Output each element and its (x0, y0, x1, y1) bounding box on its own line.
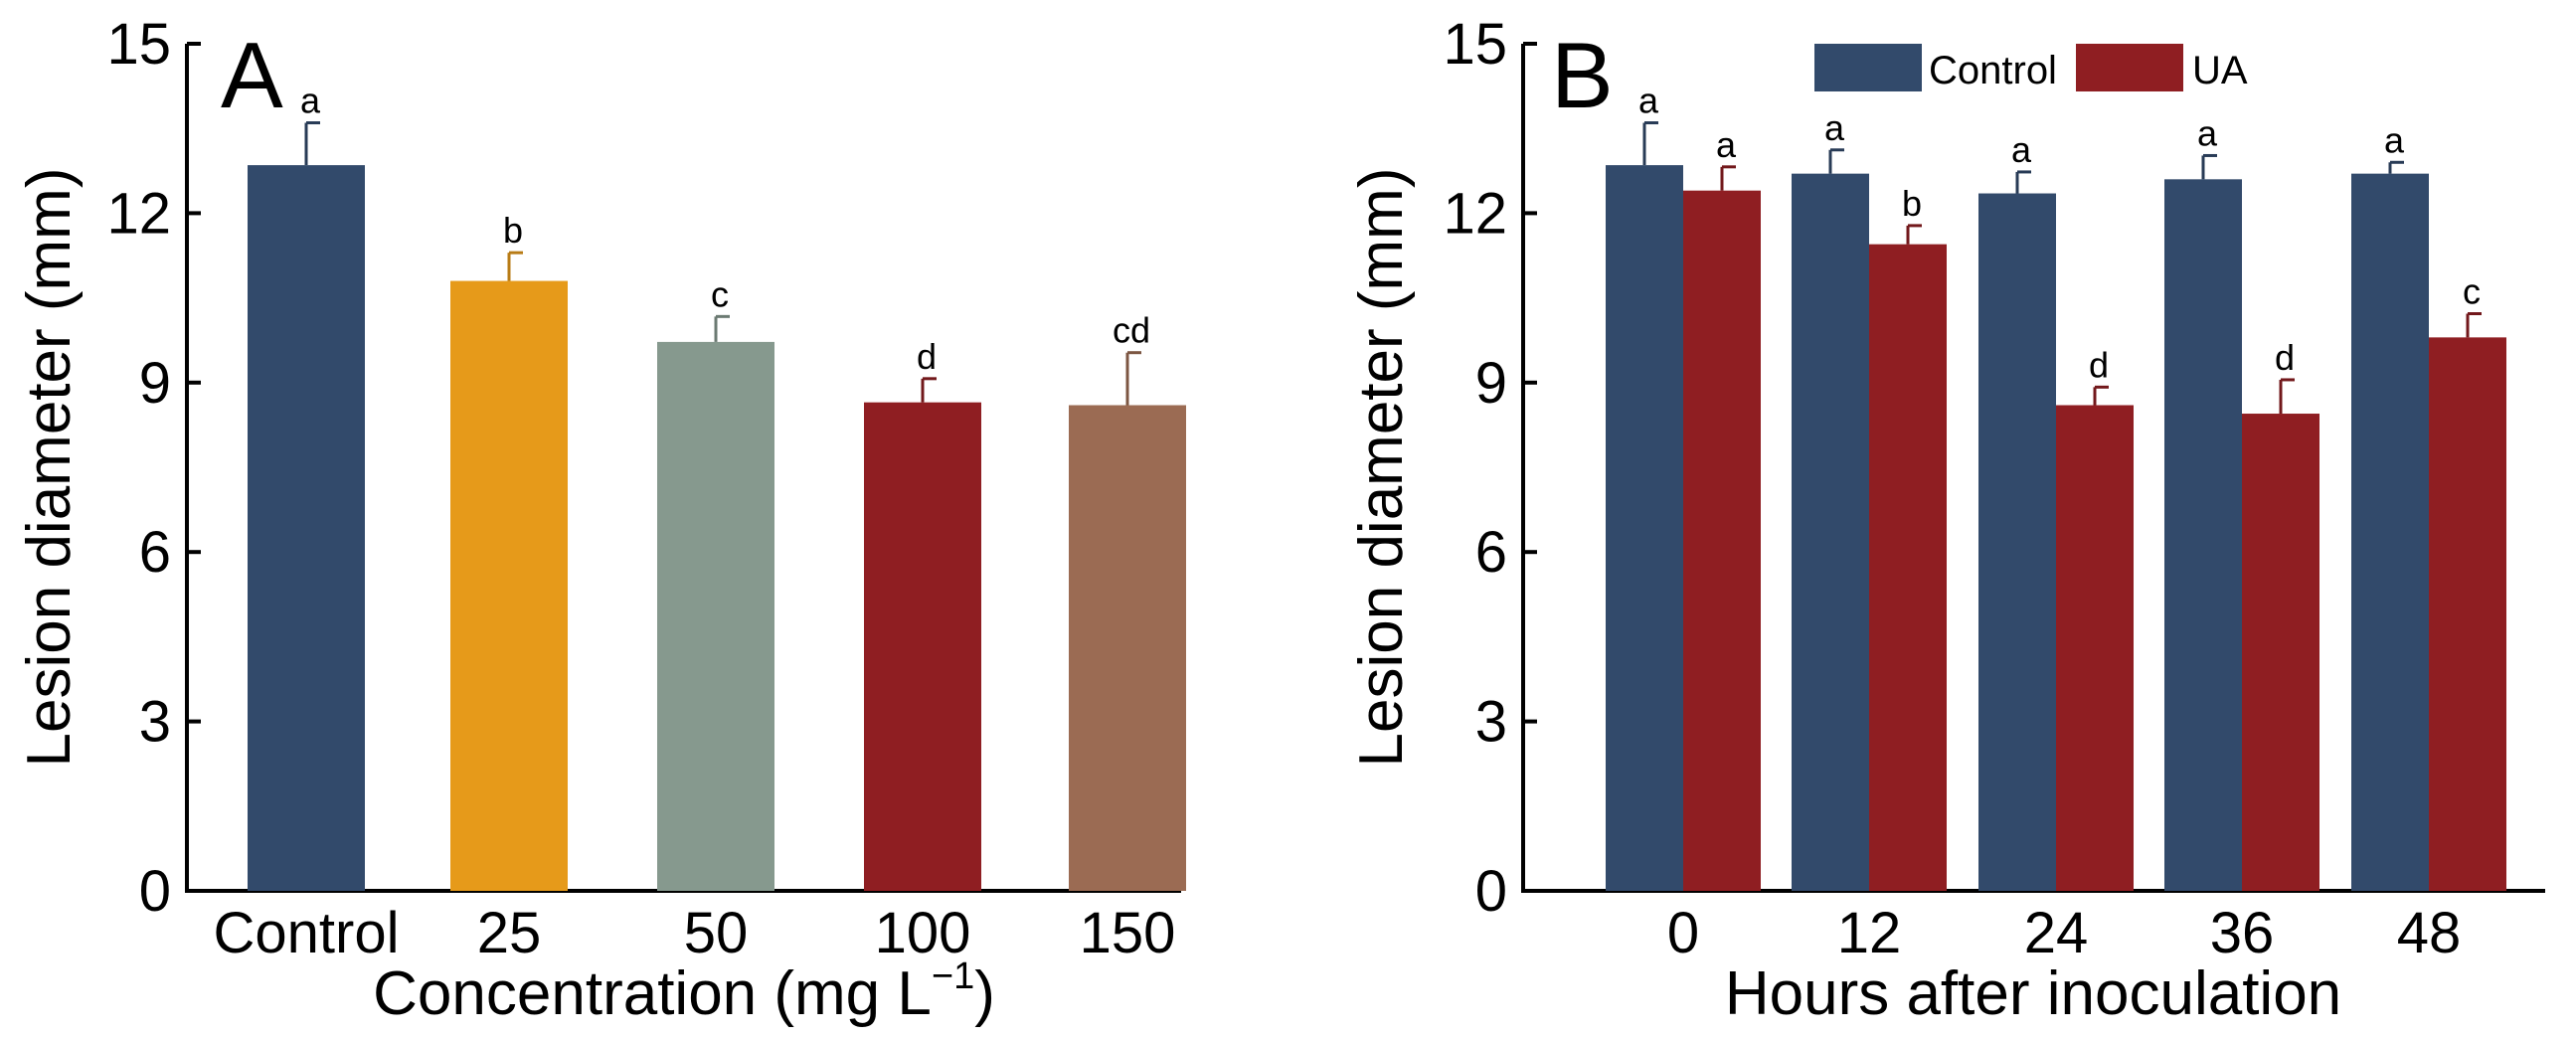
panel-b-bar-control-1 (1792, 173, 1869, 891)
panel-a-ytick-label-0: 0 (139, 859, 171, 924)
panel-a: A 0 3 6 9 12 15 a Control b 25 c 50 d 100 cd 150 Lesio… (15, 12, 1186, 1028)
panel-b-bar-control-4-significance: a (2384, 119, 2405, 160)
panel-b-yticks: 0 3 6 9 12 15 (1443, 12, 1537, 924)
panel-b-ytick-label-3: 9 (1475, 351, 1507, 416)
panel-a-xlabel: Concentration (mg L−1) (373, 955, 995, 1028)
panel-b-bar-control-1-significance: a (1824, 107, 1845, 148)
panel-a-xlabel-tail: ) (974, 959, 995, 1028)
panel-b-ylabel: Lesion diameter (mm) (1347, 168, 1416, 768)
panel-a-xtick-label-1: 25 (477, 901, 542, 965)
panel-a-bar-0 (248, 165, 365, 891)
panel-b-bar-control-2-significance: a (2011, 129, 2032, 170)
legend-label-control: Control (1929, 49, 2057, 92)
panel-a-bar-1 (450, 280, 568, 891)
panel-a-ylabel: Lesion diameter (mm) (15, 168, 84, 768)
panel-b-bar-control-2 (1978, 193, 2056, 891)
panel-a-bar-2 (657, 341, 774, 891)
legend-swatch-ua (2076, 44, 2183, 91)
panel-a-ytick-label-5: 15 (106, 12, 171, 77)
panel-a-bar-3 (864, 402, 981, 891)
panel-b-xtick-label-3: 36 (2210, 901, 2275, 965)
panel-a-ytick-label-1: 3 (139, 690, 171, 755)
panel-a-xlabel-superscript: −1 (932, 955, 974, 997)
panel-a-bar-4-significance: cd (1113, 310, 1150, 351)
panel-b-ytick-label-2: 6 (1475, 520, 1507, 585)
panel-b-bar-ua-3 (2242, 414, 2319, 891)
panel-b-xtick-label-2: 24 (2024, 901, 2089, 965)
panel-b-letter: B (1551, 23, 1614, 127)
panel-a-bar-1-significance: b (503, 210, 523, 251)
panel-b-ytick-label-5: 15 (1443, 12, 1507, 77)
panel-a-ytick-label-2: 6 (139, 520, 171, 585)
legend-label-ua: UA (2192, 49, 2248, 92)
panel-b-bar-control-4 (2351, 173, 2429, 891)
panel-b-bar-ua-1-significance: b (1902, 183, 1922, 224)
panel-a-xtick-label-2: 50 (684, 901, 749, 965)
panel-a-bar-2-significance: c (711, 273, 729, 314)
panel-a-bar-0-significance: a (300, 81, 321, 121)
panel-b-bar-ua-4-significance: c (2463, 271, 2481, 312)
panel-b-bar-ua-2 (2056, 405, 2134, 891)
panel-b-bar-ua-0-significance: a (1716, 124, 1737, 165)
panel-a-letter: A (221, 23, 283, 127)
panel-a-xtick-label-3: 100 (875, 901, 971, 965)
panel-b-xlabel: Hours after inoculation (1725, 959, 2341, 1028)
panel-a-xlabel-main: Concentration (mg L (373, 959, 932, 1028)
panel-b-bar-ua-0 (1683, 190, 1761, 891)
panel-b-xtick-label-4: 48 (2397, 901, 2462, 965)
panel-b-bar-ua-3-significance: d (2275, 337, 2295, 378)
panel-a-xtick-label-4: 150 (1080, 901, 1176, 965)
panel-a-xtick-label-0: Control (214, 901, 400, 965)
panel-b-ytick-label-0: 0 (1475, 859, 1507, 924)
panel-b-bar-ua-2-significance: d (2089, 344, 2109, 385)
panel-b-bars: a a 0 a b 12 a d 24 a d 36 a c 48 (1606, 81, 2506, 965)
panel-b-bar-control-0 (1606, 165, 1683, 891)
panel-a-bar-3-significance: d (917, 336, 937, 377)
panel-a-ytick-label-4: 12 (106, 181, 171, 246)
panel-b-bar-control-3-significance: a (2197, 112, 2218, 153)
panel-b-xtick-label-0: 0 (1667, 901, 1699, 965)
panel-a-bars: a Control b 25 c 50 d 100 cd 150 (214, 81, 1186, 965)
panel-b-bar-control-0-significance: a (1638, 81, 1659, 121)
panel-b-bar-ua-4 (2429, 337, 2506, 891)
panel-a-bar-4 (1069, 405, 1186, 891)
legend-swatch-control (1814, 44, 1922, 91)
panel-b-xtick-label-1: 12 (1837, 901, 1902, 965)
panel-b-bar-ua-1 (1869, 244, 1947, 891)
panel-a-yticks: 0 3 6 9 12 15 (106, 12, 201, 924)
panel-b-bar-control-3 (2164, 179, 2242, 891)
panel-b-ytick-label-1: 3 (1475, 690, 1507, 755)
panel-b-legend: Control UA (1814, 44, 2248, 92)
panel-b-ytick-label-4: 12 (1443, 181, 1507, 246)
panel-a-ytick-label-3: 9 (139, 351, 171, 416)
